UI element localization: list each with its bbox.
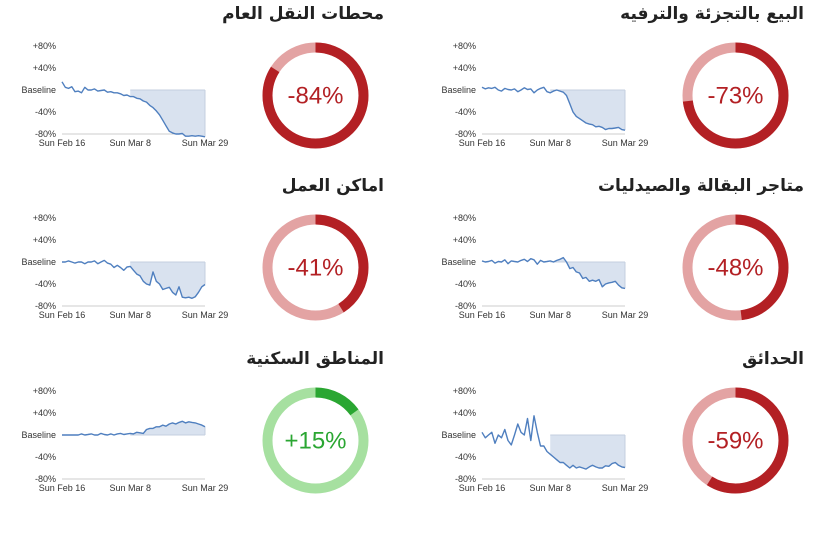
y-tick-label: +40% [33, 408, 56, 418]
y-tick-label: Baseline [21, 430, 56, 440]
change-donut: -84% [262, 42, 369, 149]
x-tick-label: Sun Mar 29 [182, 483, 229, 493]
x-tick-label: Sun Mar 8 [529, 483, 571, 493]
y-tick-label: Baseline [441, 430, 476, 440]
deviation-area [130, 262, 205, 299]
y-tick-label: +80% [33, 213, 56, 223]
y-tick-label: +80% [453, 41, 476, 51]
deviation-area [130, 421, 205, 435]
x-tick-label: Sun Mar 8 [529, 138, 571, 148]
y-tick-label: +40% [33, 235, 56, 245]
y-tick-label: -40% [455, 279, 476, 289]
series-line [481, 86, 626, 131]
y-tick-label: +80% [453, 213, 476, 223]
change-percent: -41% [287, 255, 343, 282]
y-tick-label: +40% [453, 63, 476, 73]
line-chart: +80% +40% Baseline -40% -80%Sun Feb 16 Sun Ma… [21, 386, 228, 493]
change-donut: -73% [682, 42, 789, 149]
x-tick-label: Sun Mar 29 [602, 138, 649, 148]
chart-title: محطات النقل العام [222, 4, 384, 24]
y-tick-label: -40% [455, 452, 476, 462]
x-tick-label: Sun Feb 16 [39, 310, 86, 320]
x-tick-label: Sun Mar 29 [602, 483, 649, 493]
change-donut: -59% [682, 387, 789, 494]
deviation-area [130, 90, 205, 137]
series-line [62, 259, 206, 300]
x-tick-label: Sun Feb 16 [459, 483, 506, 493]
change-percent: -73% [707, 83, 763, 110]
x-tick-label: Sun Mar 29 [182, 138, 229, 148]
change-percent: +15% [284, 428, 346, 455]
y-tick-label: -40% [455, 107, 476, 117]
panel-4: الحدائق +80% +40% Baseline -40% -80% Sun Feb 1… [420, 345, 820, 520]
donut-value-arc [262, 214, 369, 321]
chart-title: الحدائق [742, 349, 804, 369]
chart-title: متاجر البقالة والصيدليات [597, 176, 804, 196]
donut-value-arc [682, 387, 789, 494]
y-tick-label: -80% [455, 474, 476, 484]
y-tick-label: -80% [35, 474, 56, 484]
panel-3: اماكن العمل +80% +40% Baseline -40% -80% Sun F… [0, 172, 400, 347]
chart-title: البيع بالتجزئة والترفيه [620, 4, 804, 24]
y-tick-label: Baseline [441, 85, 476, 95]
change-percent: -59% [707, 428, 763, 455]
y-tick-label: +40% [453, 408, 476, 418]
x-tick-label: Sun Mar 8 [109, 138, 151, 148]
donut-value-arc [262, 42, 369, 149]
deviation-area [550, 435, 625, 470]
panel-1: محطات النقل العام +80% +40% Baseline -40% -80… [0, 0, 400, 175]
panel-0: البيع بالتجزئة والترفيه +80% +40% Baseline -… [420, 0, 820, 175]
x-tick-label: Sun Feb 16 [39, 483, 86, 493]
y-tick-label: Baseline [441, 257, 476, 267]
line-chart: +80% +40% Baseline -40% -80%Sun Feb 16 Sun Ma… [441, 213, 648, 320]
series-line [62, 420, 206, 436]
y-tick-label: Baseline [21, 257, 56, 267]
y-tick-label: +80% [33, 386, 56, 396]
panel-5: المناطق السكنية +80% +40% Baseline -40% -80% S… [0, 345, 400, 520]
y-tick-label: -80% [455, 301, 476, 311]
y-tick-label: -80% [455, 129, 476, 139]
chart-title: اماكن العمل [281, 176, 384, 196]
change-donut: +15% [262, 387, 369, 494]
y-tick-label: Baseline [21, 85, 56, 95]
series-line [481, 256, 626, 290]
y-tick-label: -40% [35, 279, 56, 289]
line-chart: +80% +40% Baseline -40% -80%Sun Feb 16 Sun Ma… [21, 213, 228, 320]
donut-value-arc [682, 214, 789, 321]
x-tick-label: Sun Mar 29 [602, 310, 649, 320]
change-percent: -48% [707, 255, 763, 282]
donut-value-arc [682, 42, 789, 149]
y-tick-label: -80% [35, 129, 56, 139]
y-tick-label: +40% [33, 63, 56, 73]
y-tick-label: +80% [33, 41, 56, 51]
x-tick-label: Sun Feb 16 [459, 138, 506, 148]
y-tick-label: -40% [35, 107, 56, 117]
line-chart: +80% +40% Baseline -40% -80%Sun Feb 16 Sun Ma… [21, 41, 228, 148]
x-tick-label: Sun Mar 29 [182, 310, 229, 320]
x-tick-label: Sun Mar 8 [109, 310, 151, 320]
y-tick-label: -40% [35, 452, 56, 462]
series-line [481, 415, 626, 470]
deviation-area [550, 257, 625, 289]
x-tick-label: Sun Feb 16 [39, 138, 86, 148]
series-line [61, 81, 206, 138]
change-donut: -48% [682, 214, 789, 321]
donut-value-arc [262, 387, 369, 494]
x-tick-label: Sun Mar 8 [109, 483, 151, 493]
change-percent: -84% [287, 83, 343, 110]
change-donut: -41% [262, 214, 369, 321]
x-tick-label: Sun Mar 8 [529, 310, 571, 320]
panel-2: متاجر البقالة والصيدليات +80% +40% Baseline… [420, 172, 820, 347]
x-tick-label: Sun Feb 16 [459, 310, 506, 320]
y-tick-label: -80% [35, 301, 56, 311]
y-tick-label: +80% [453, 386, 476, 396]
line-chart: +80% +40% Baseline -40% -80%Sun Feb 16 Sun Ma… [441, 41, 648, 148]
y-tick-label: +40% [453, 235, 476, 245]
chart-title: المناطق السكنية [246, 349, 384, 369]
line-chart: +80% +40% Baseline -40% -80%Sun Feb 16 Sun Ma… [441, 386, 648, 493]
